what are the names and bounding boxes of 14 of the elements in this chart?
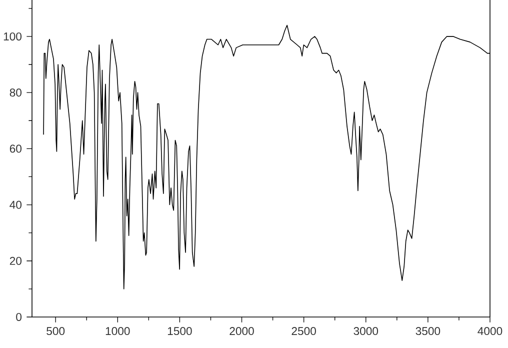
x-tick-label: 3500 xyxy=(416,327,440,336)
x-tick-label: 2000 xyxy=(230,327,254,336)
x-tick-label: 500 xyxy=(46,327,65,336)
x-tick-label: 4000 xyxy=(478,327,502,336)
y-tick-label: 0 xyxy=(16,312,22,321)
y-tick-label: 60 xyxy=(10,144,22,153)
y-tick-label: 80 xyxy=(10,88,22,97)
x-tick-label: 2500 xyxy=(292,327,316,336)
x-tick-label: 1500 xyxy=(168,327,192,336)
y-tick-label: 20 xyxy=(10,256,22,265)
x-tick-label: 1000 xyxy=(106,327,130,336)
y-tick-label: 40 xyxy=(10,200,22,209)
x-tick-label: 3000 xyxy=(354,327,378,336)
y-tick-label: 100 xyxy=(4,32,22,40)
